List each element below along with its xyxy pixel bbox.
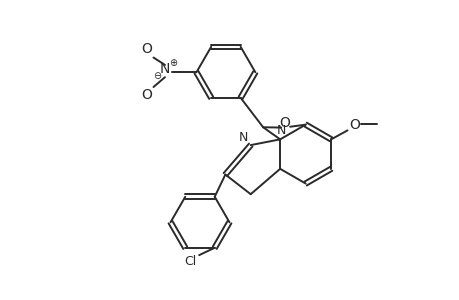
Text: Cl: Cl [184,255,196,268]
Text: ⊖: ⊖ [152,70,161,81]
Text: N: N [238,131,247,144]
Text: O: O [349,118,359,132]
Text: O: O [141,88,152,102]
Text: N: N [159,62,170,76]
Text: N: N [276,124,285,137]
Text: ⊕: ⊕ [168,58,176,68]
Text: O: O [278,116,289,130]
Text: O: O [141,42,152,56]
